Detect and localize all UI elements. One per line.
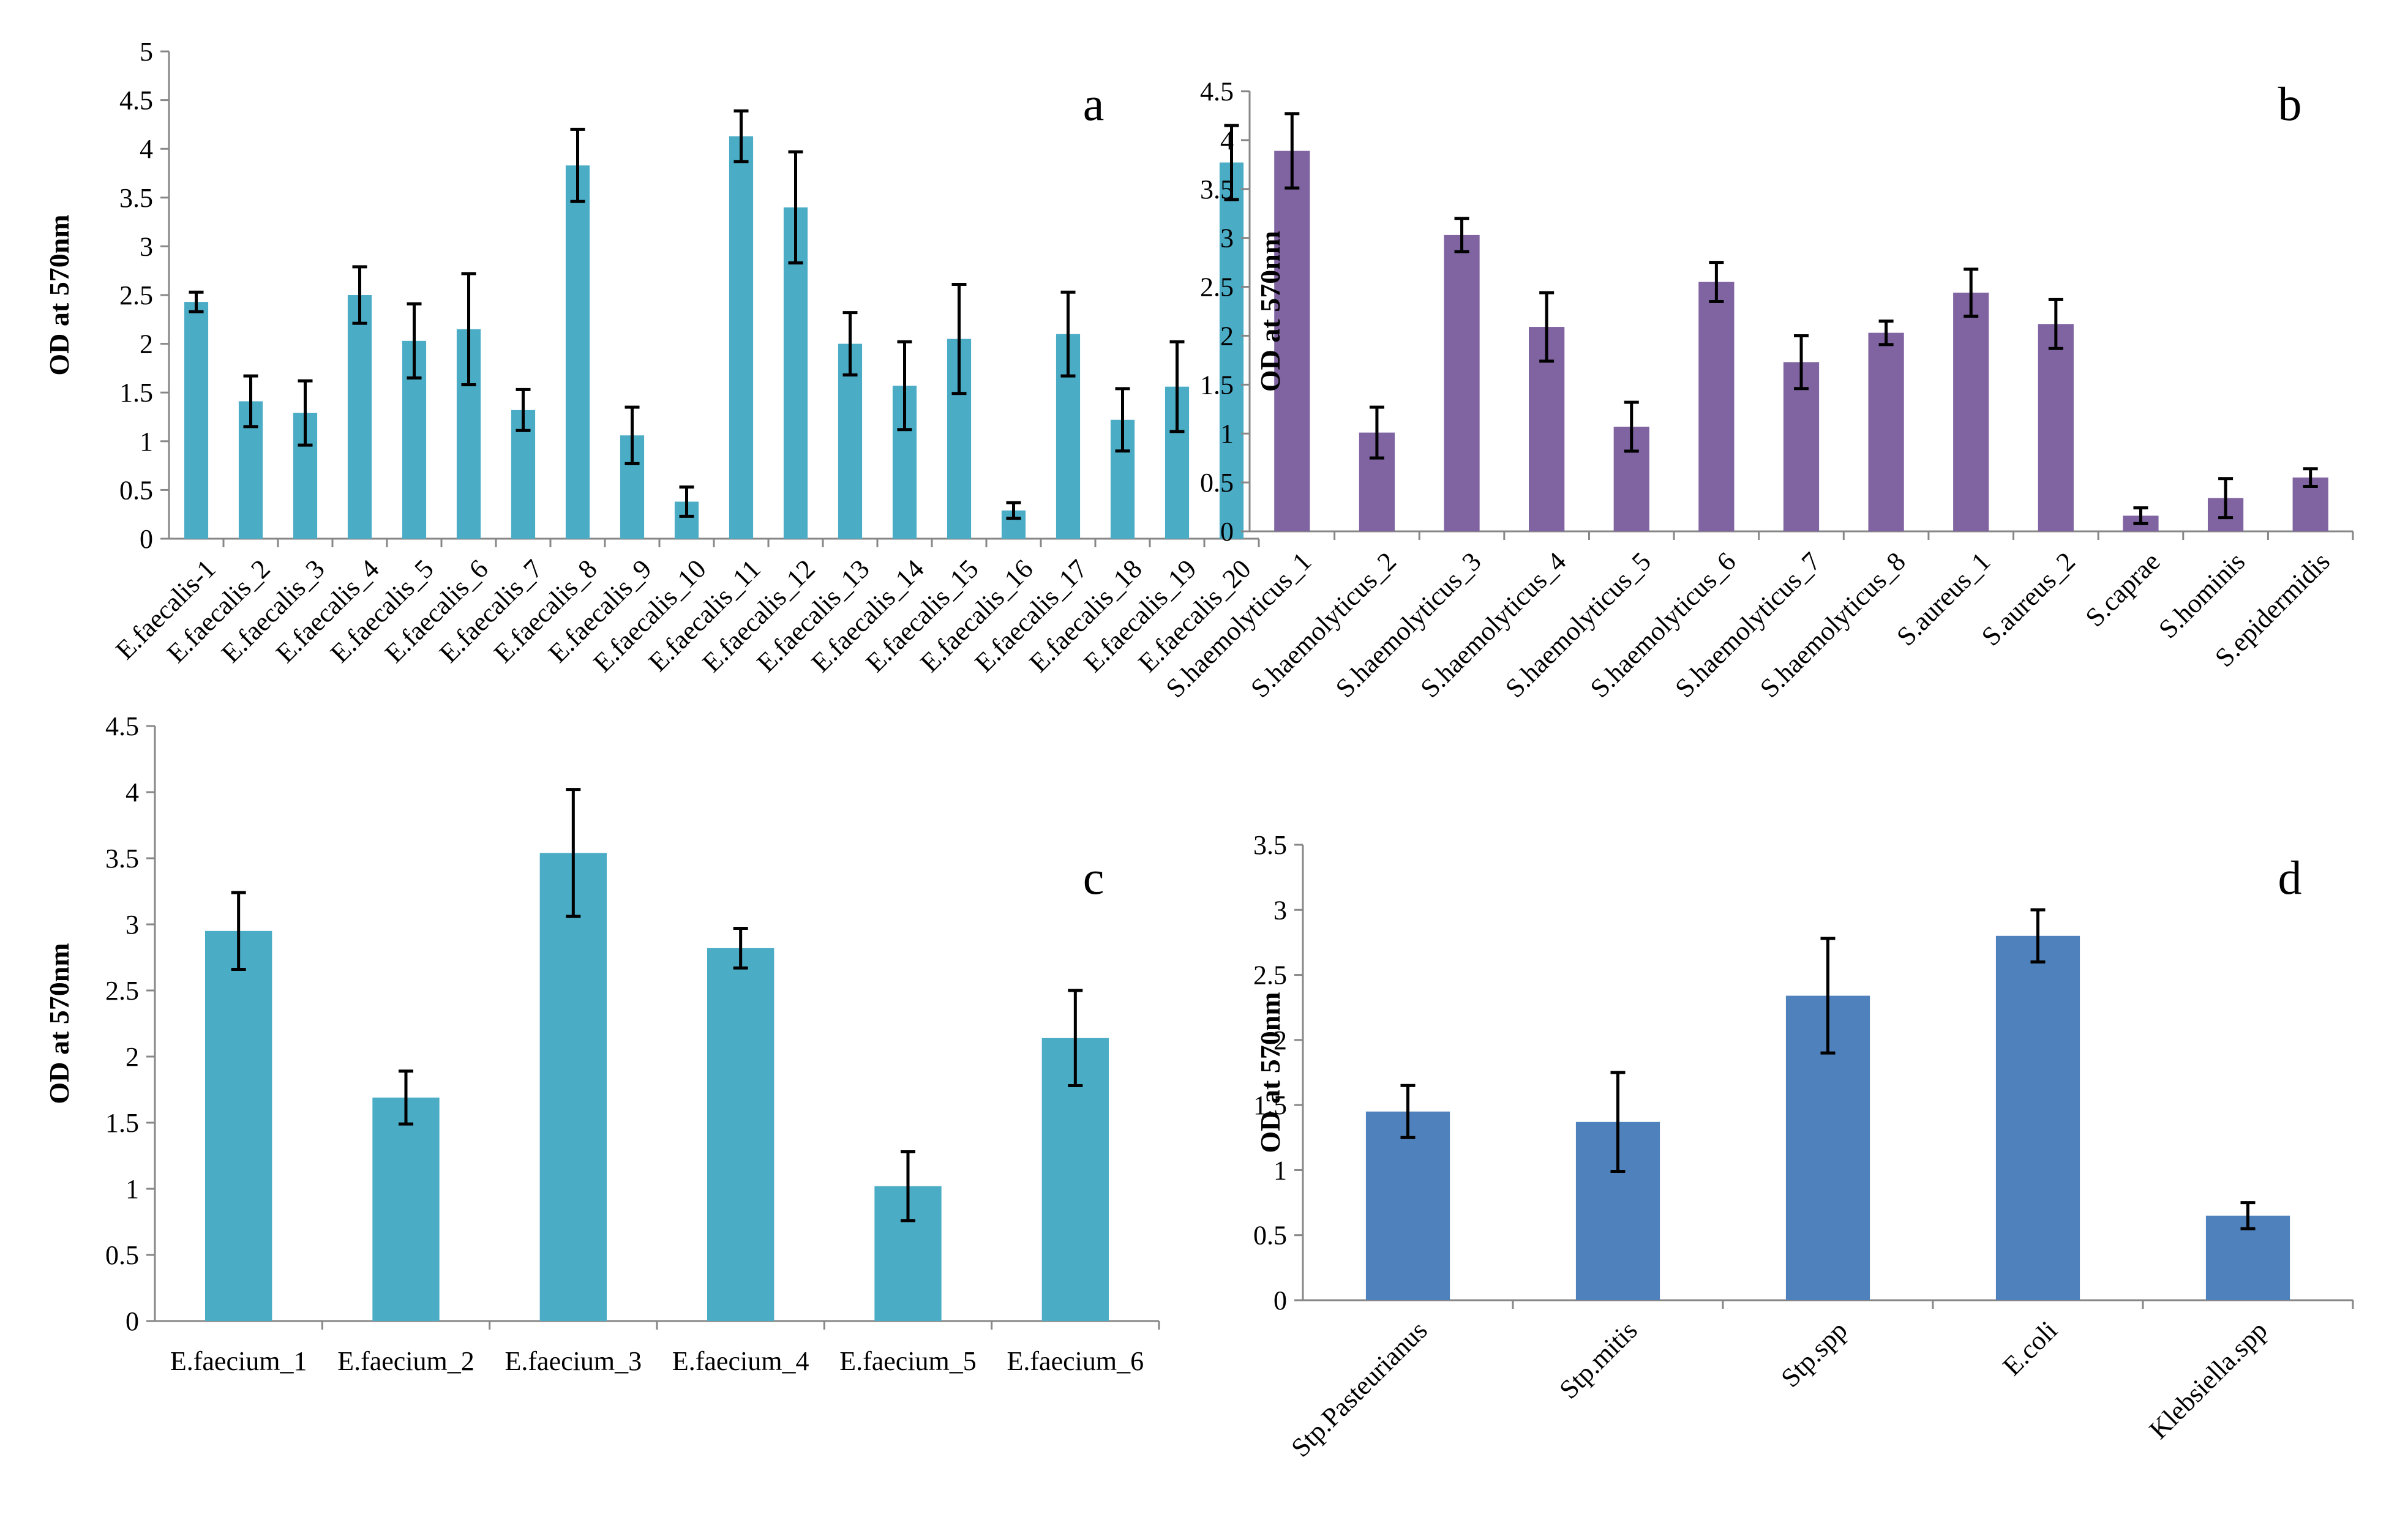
y-tick-label: 2 — [140, 329, 153, 359]
x-tick-label: S.aureus_2 — [1976, 546, 2081, 651]
y-tick-label: 4 — [140, 134, 153, 164]
x-tick-label: S.haemolyticus_7 — [1669, 546, 1826, 703]
y-tick-label: 1 — [126, 1174, 139, 1204]
y-tick-label: 2 — [126, 1042, 139, 1072]
y-tick-label: 1 — [1220, 419, 1234, 449]
y-tick-label: 4 — [1220, 125, 1234, 155]
bar — [184, 302, 209, 539]
bar — [2038, 324, 2074, 531]
x-tick-label: E.faecium_6 — [1007, 1346, 1144, 1376]
bar — [1698, 282, 1735, 531]
y-tick-label: 4.5 — [105, 711, 139, 741]
y-tick-label: 0 — [1220, 517, 1234, 547]
chart-panel-a: 00.511.522.533.544.55E.faecalis-1E.faeca… — [43, 37, 1260, 678]
y-tick-label: 1.5 — [1200, 370, 1234, 400]
panel-label: a — [1083, 77, 1105, 130]
y-tick-label: 0 — [140, 524, 153, 554]
bar — [707, 948, 775, 1321]
bar — [1219, 162, 1244, 539]
bar — [565, 165, 590, 539]
y-tick-label: 0.5 — [119, 475, 153, 505]
y-tick-label: 3.5 — [1253, 830, 1287, 860]
y-tick-label: 0.5 — [1253, 1221, 1287, 1251]
panel-label: c — [1083, 851, 1105, 904]
x-tick-label: Stp.Pasteurianus — [1285, 1315, 1433, 1462]
bar — [372, 1097, 440, 1321]
bar — [1995, 935, 2080, 1300]
x-tick-label: E.faecium_2 — [337, 1346, 474, 1376]
y-tick-label: 0 — [1273, 1286, 1287, 1316]
y-axis-label: OD at 570nm — [1255, 231, 1286, 392]
y-tick-label: 1.5 — [105, 1108, 139, 1138]
bar — [1868, 332, 1904, 531]
y-tick-label: 3.5 — [1200, 174, 1234, 204]
y-tick-label: 3 — [1273, 895, 1287, 925]
bar — [205, 930, 272, 1321]
bar — [1365, 1111, 1450, 1300]
y-tick-label: 3 — [140, 231, 153, 261]
x-tick-label: E.faecium_1 — [170, 1346, 307, 1376]
y-tick-label: 2.5 — [1200, 272, 1234, 302]
x-tick-label: S.haemolyticus_2 — [1245, 546, 1402, 703]
y-axis-label: OD at 570nm — [1255, 992, 1286, 1153]
bar — [1783, 362, 1820, 531]
y-tick-label: 4 — [126, 777, 139, 807]
y-axis-label: OD at 570nm — [43, 214, 75, 375]
chart-panel-d: 0 0.5 1 1.5 2 2.5 3 3.5 Stp.Pasteurianus Stp.miti… — [1253, 830, 2354, 1463]
y-tick-label: 1 — [1273, 1155, 1287, 1185]
x-tick-label: Klebsiella.spp — [2144, 1315, 2273, 1445]
bar — [1444, 234, 1480, 531]
bar — [1274, 151, 1310, 531]
x-tick-label: S.haemolyticus_4 — [1415, 546, 1572, 703]
bar — [729, 136, 754, 539]
y-tick-label: 3.5 — [119, 183, 153, 213]
y-tick-label: 1.5 — [1253, 1090, 1287, 1120]
y-tick-label: 3.5 — [105, 844, 139, 874]
panel-label: d — [2278, 851, 2302, 904]
y-tick-label: 3 — [126, 910, 139, 940]
y-tick-label: 1.5 — [119, 378, 153, 408]
x-tick-label: E.coli — [1997, 1315, 2063, 1381]
bar — [539, 853, 607, 1321]
y-tick-label: 5 — [140, 37, 153, 67]
bar — [347, 295, 372, 539]
y-tick-label: 0.5 — [105, 1240, 139, 1270]
x-tick-label: E.faecium_4 — [672, 1346, 809, 1376]
x-tick-label: S.haemolyticus_6 — [1585, 546, 1742, 703]
x-tick-label: S.haemolyticus_3 — [1330, 546, 1487, 703]
y-tick-label: 4.5 — [119, 86, 153, 116]
y-tick-label: 2.5 — [119, 280, 153, 310]
chart-panel-c: 0 0.5 1 1.5 2 2.5 3 3.5 4 4.5 E.faecium_1 E.faecium… — [43, 711, 1160, 1376]
x-tick-label: S.caprae — [2080, 546, 2166, 632]
x-tick-label: S.haemolyticus_5 — [1499, 546, 1657, 703]
y-tick-label: 0.5 — [1200, 468, 1234, 498]
y-tick-label: 2 — [1273, 1025, 1287, 1055]
x-tick-label: Stp.mitis — [1553, 1315, 1643, 1404]
y-axis-label: OD at 570nm — [43, 943, 75, 1104]
y-tick-label: 2.5 — [105, 976, 139, 1006]
x-tick-label: E.faecium_5 — [839, 1346, 977, 1376]
panel-label: b — [2278, 77, 2302, 130]
y-tick-label: 2.5 — [1253, 960, 1287, 990]
chart-panel-b: 00.511.522.533.544.5S.haemolyticus_1S.ha… — [1160, 77, 2354, 703]
bar — [1953, 293, 1989, 531]
y-tick-label: 2 — [1220, 321, 1234, 351]
y-tick-label: 4.5 — [1200, 77, 1234, 107]
x-tick-label: E.faecium_3 — [505, 1346, 642, 1376]
y-tick-label: 1 — [140, 427, 153, 457]
y-tick-label: 3 — [1220, 223, 1234, 253]
y-tick-label: 0 — [126, 1306, 139, 1336]
x-tick-label: Stp.spp — [1775, 1315, 1853, 1393]
x-tick-label: S.haemolyticus_8 — [1754, 546, 1911, 703]
